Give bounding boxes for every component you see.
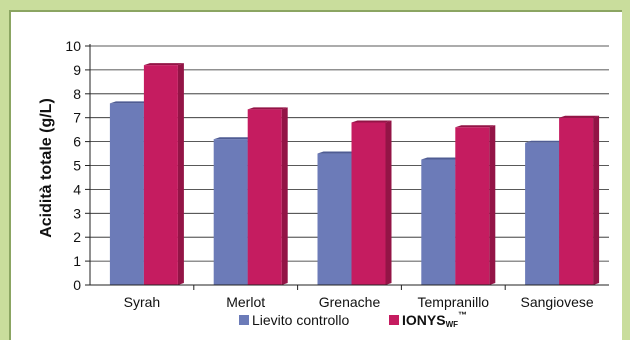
bar bbox=[525, 142, 560, 285]
x-tick-label: Merlot bbox=[226, 294, 265, 310]
y-tick-label: 8 bbox=[73, 86, 81, 102]
legend-swatch bbox=[389, 315, 399, 325]
chart-panel: Acidità totale (g/L) 0 1 2 3 4 5 6 7 8 9 10 Syrah Me… bbox=[9, 10, 622, 340]
y-tick-label: 0 bbox=[73, 277, 81, 293]
legend-label: IONYSWF™ bbox=[402, 310, 467, 329]
y-tick-label: 10 bbox=[65, 38, 81, 54]
bar bbox=[421, 159, 456, 285]
y-tick-label: 4 bbox=[73, 181, 81, 197]
bar-side bbox=[385, 120, 392, 285]
legend-subscript: WF bbox=[446, 320, 459, 329]
bar-top bbox=[317, 151, 358, 154]
legend-superscript: ™ bbox=[458, 310, 467, 320]
legend-label: Lievito controllo bbox=[252, 312, 349, 328]
bar-side bbox=[281, 107, 288, 286]
bar-top bbox=[247, 107, 288, 110]
legend-swatch bbox=[239, 315, 249, 325]
bar bbox=[213, 139, 248, 285]
bar bbox=[559, 117, 594, 285]
bar-side bbox=[177, 63, 184, 286]
bar-side bbox=[593, 115, 600, 285]
y-tick-label: 6 bbox=[73, 134, 81, 150]
bar bbox=[247, 109, 282, 286]
bar bbox=[143, 65, 178, 285]
y-tick-label: 2 bbox=[73, 229, 81, 245]
bar-top bbox=[143, 63, 184, 66]
bar bbox=[455, 127, 490, 285]
y-tick-label: 1 bbox=[73, 253, 81, 269]
y-tick-label: 7 bbox=[73, 110, 81, 126]
bar-top bbox=[213, 137, 254, 140]
x-tick-label: Grenache bbox=[319, 294, 381, 310]
bar bbox=[351, 122, 386, 285]
bar-top bbox=[421, 157, 462, 160]
x-tick-label: Syrah bbox=[124, 294, 161, 310]
x-tick-label: Sangiovese bbox=[521, 294, 594, 310]
bar-side bbox=[489, 125, 496, 285]
bar bbox=[317, 153, 352, 285]
legend: Lievito controllo IONYSWF™ bbox=[239, 310, 467, 329]
bar-top bbox=[109, 101, 150, 104]
bar-top bbox=[559, 115, 600, 118]
y-tick-label: 3 bbox=[73, 205, 81, 221]
bar bbox=[109, 103, 144, 285]
y-tick-label: 5 bbox=[73, 158, 81, 174]
y-tick-label: 9 bbox=[73, 62, 81, 78]
bar-chart: Acidità totale (g/L) 0 1 2 3 4 5 6 7 8 9 10 Syrah Me… bbox=[38, 38, 609, 329]
y-axis-label: Acidità totale (g/L) bbox=[38, 98, 55, 238]
bar-top bbox=[455, 125, 496, 128]
bar-top bbox=[525, 140, 566, 143]
bar-top bbox=[351, 120, 392, 123]
x-tick-label: Tempranillo bbox=[418, 294, 490, 310]
